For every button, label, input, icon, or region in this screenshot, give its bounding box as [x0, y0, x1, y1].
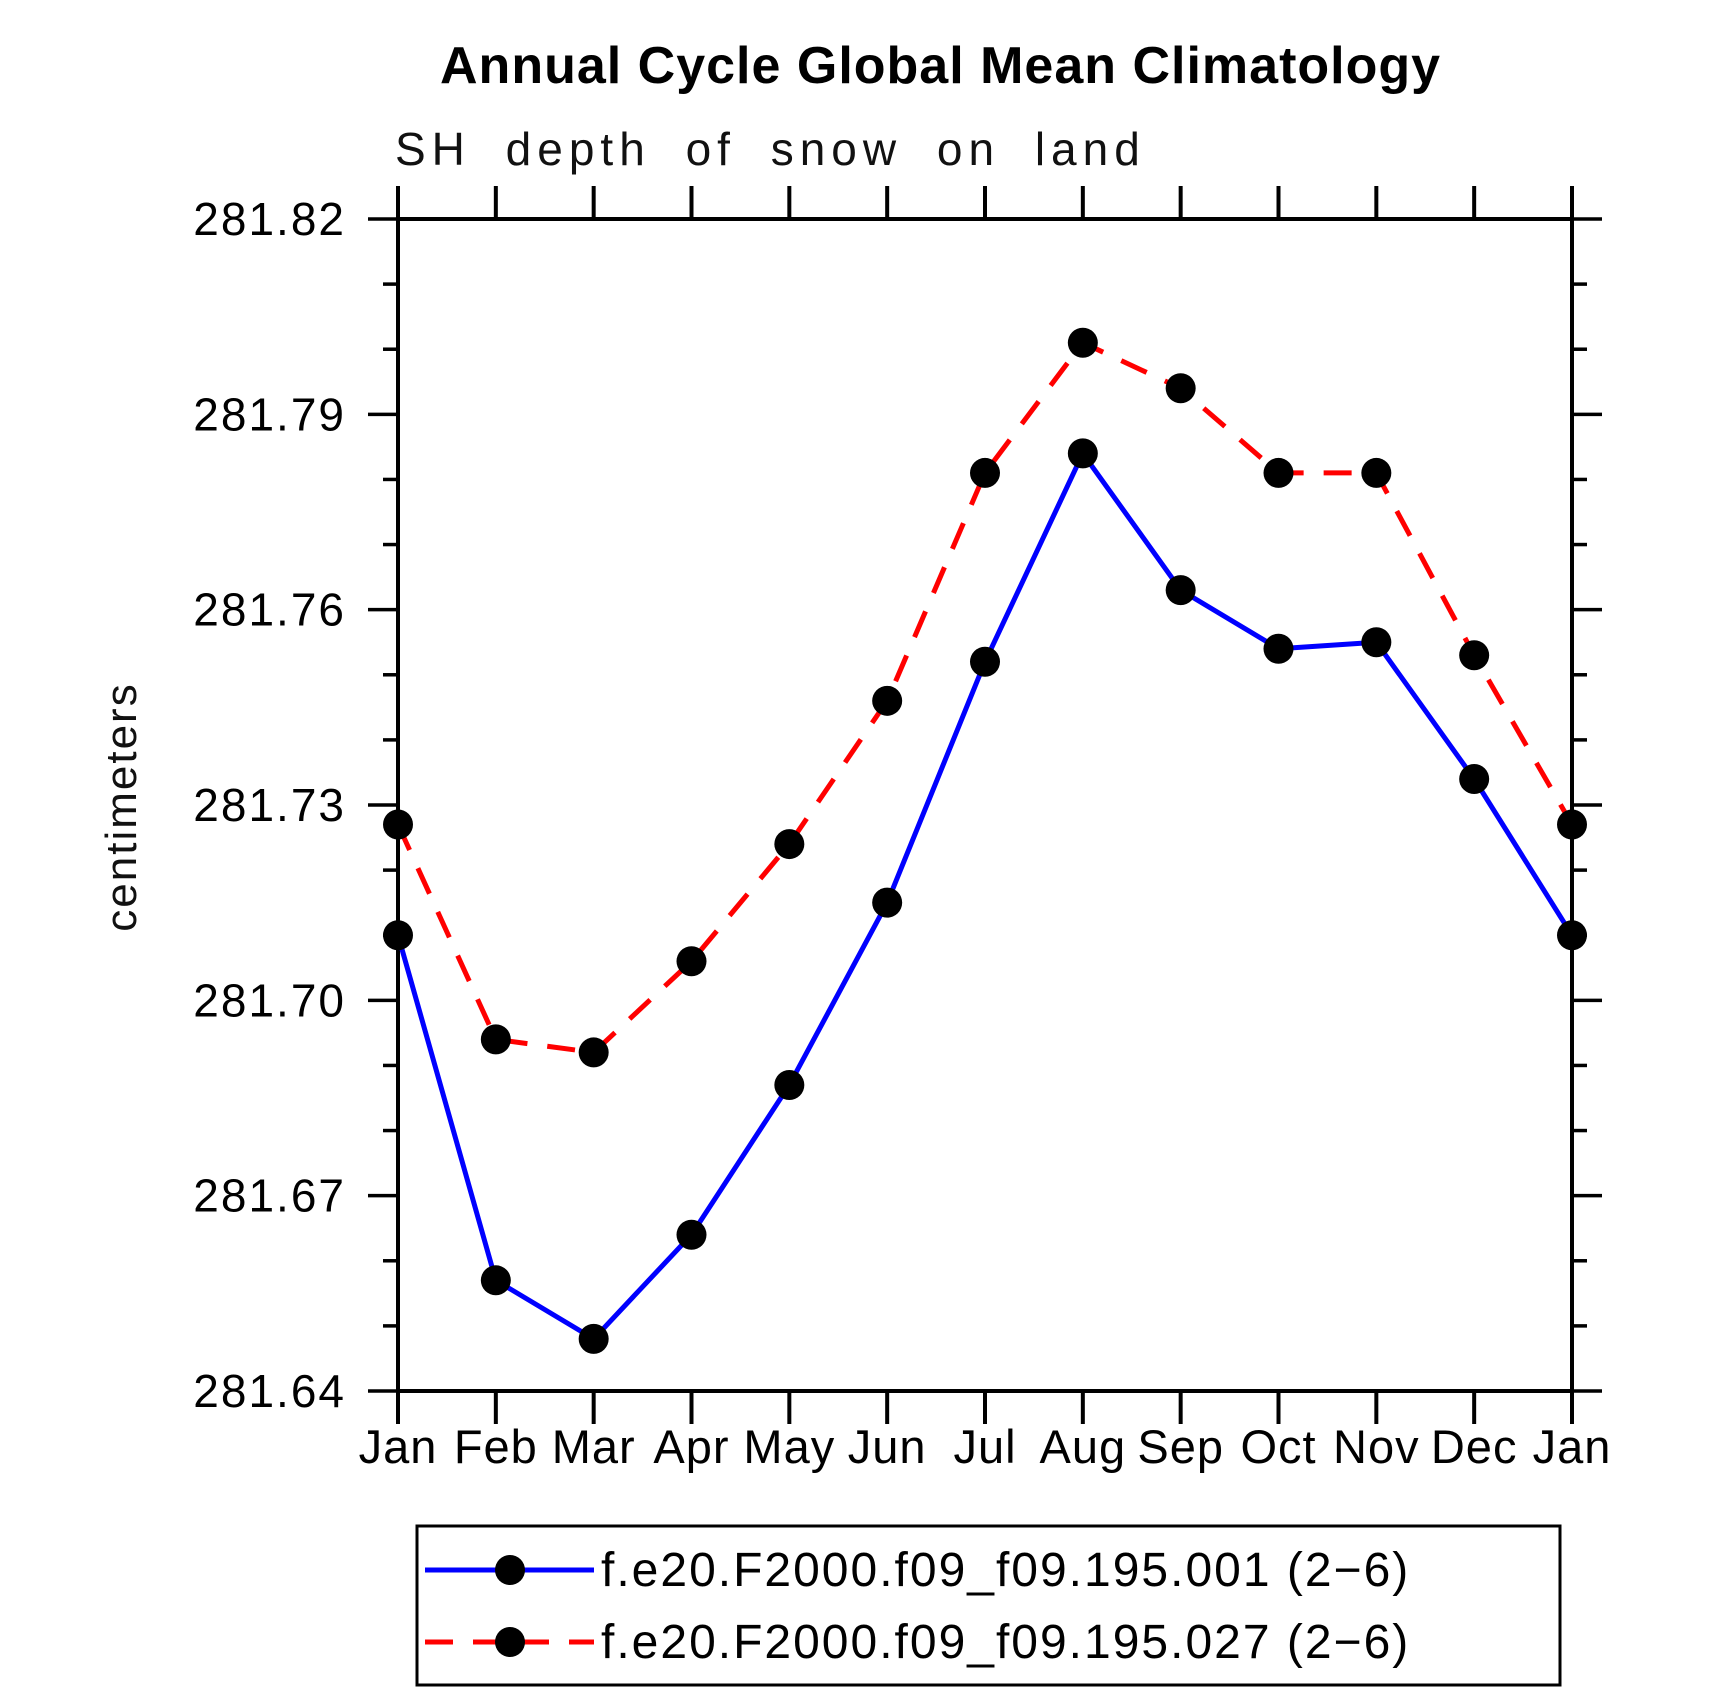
x-tick-label: Dec: [1431, 1420, 1518, 1473]
data-point-marker: [383, 809, 413, 840]
data-point-marker: [1557, 920, 1587, 951]
data-point-marker: [1263, 457, 1294, 488]
data-point-marker: [1263, 633, 1294, 664]
data-point-marker: [872, 685, 903, 716]
series-line-1: [395, 340, 1575, 1055]
data-point-marker: [1361, 457, 1392, 488]
y-tick-label: 281.67: [193, 1170, 346, 1222]
data-point-marker: [676, 946, 707, 977]
y-tick-label: 281.82: [193, 193, 346, 245]
data-point-marker: [1067, 438, 1098, 469]
x-tick-label: May: [743, 1420, 835, 1473]
data-point-marker: [1459, 763, 1490, 794]
data-point-marker: [872, 887, 903, 918]
data-point-marker: [1557, 809, 1587, 840]
data-point-marker: [480, 1265, 511, 1296]
data-point-marker: [480, 1024, 511, 1055]
data-point-marker: [970, 646, 1000, 677]
data-point-marker: [774, 829, 805, 860]
x-tick-label: Sep: [1137, 1420, 1224, 1473]
data-point-marker: [1361, 627, 1392, 658]
y-tick-label: 281.76: [193, 584, 346, 636]
legend-marker-0: [495, 1555, 525, 1585]
y-tick-label: 281.79: [193, 388, 346, 440]
legend-entry-label: f.e20.F2000.f09_f09.195.001 (2−6): [601, 1544, 1410, 1597]
chart-subtitle: SH depth of snow on land: [395, 123, 1146, 175]
y-tick-label: 281.73: [193, 779, 346, 831]
data-point-marker: [1459, 640, 1490, 671]
data-point-marker: [676, 1219, 707, 1250]
chart-title: Annual Cycle Global Mean Climatology: [440, 37, 1442, 95]
y-tick-label: 281.64: [193, 1365, 346, 1417]
x-tick-label: Jan: [359, 1420, 438, 1473]
data-point-marker: [970, 457, 1000, 488]
data-point-marker: [578, 1037, 609, 1068]
x-tick-label: Jul: [953, 1420, 1016, 1473]
legend-marker-1: [495, 1627, 525, 1657]
data-point-marker: [774, 1069, 805, 1100]
x-tick-label: Oct: [1240, 1420, 1316, 1473]
x-tick-label: Mar: [552, 1420, 636, 1473]
x-tick-label: Aug: [1040, 1420, 1127, 1473]
data-point-marker: [1165, 575, 1196, 606]
data-point-marker: [1067, 327, 1098, 358]
legend-box: [415, 1524, 1562, 1687]
data-point-marker: [1165, 373, 1196, 404]
data-point-marker: [383, 920, 413, 951]
x-tick-label: Apr: [653, 1420, 729, 1473]
plot-frame: [396, 217, 1574, 1393]
x-tick-label: Feb: [454, 1420, 538, 1473]
data-point-marker: [578, 1323, 609, 1354]
x-tick-label: Jun: [848, 1420, 927, 1473]
legend-entry-label: f.e20.F2000.f09_f09.195.027 (2−6): [601, 1616, 1410, 1669]
series-line-0: [395, 450, 1575, 1342]
y-tick-label: 281.70: [193, 974, 346, 1026]
x-tick-label: Jan: [1533, 1420, 1612, 1473]
x-tick-label: Nov: [1333, 1420, 1420, 1473]
